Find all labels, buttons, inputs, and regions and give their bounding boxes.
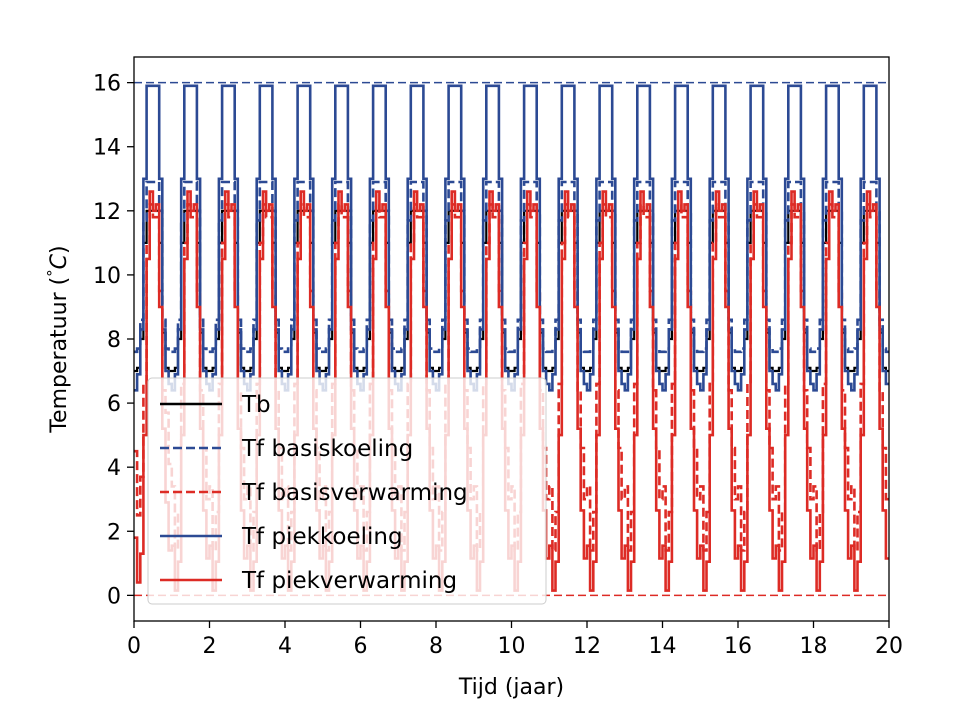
y-tick-label: 8 bbox=[107, 328, 121, 353]
y-tick-label: 6 bbox=[107, 392, 121, 417]
y-tick-label: 12 bbox=[93, 200, 121, 225]
x-tick-label: 16 bbox=[724, 634, 752, 659]
y-axis-label-degree: ° bbox=[44, 269, 62, 277]
y-tick-label: 14 bbox=[93, 136, 121, 161]
x-tick-label: 14 bbox=[649, 634, 677, 659]
y-tick-label: 16 bbox=[93, 72, 121, 97]
y-axis-label-close: ) bbox=[47, 245, 72, 254]
x-axis: 0 2 4 6 8 10 12 14 16 18 20 bbox=[127, 621, 903, 659]
legend-label: Tf basisverwarming bbox=[241, 480, 468, 506]
y-axis-label: Temperatuur (°C) bbox=[44, 245, 72, 433]
legend-label: Tf basiskoeling bbox=[241, 436, 413, 462]
x-tick-label: 10 bbox=[498, 634, 526, 659]
legend-label: Tf piekkoeling bbox=[241, 524, 403, 550]
x-tick-label: 12 bbox=[573, 634, 601, 659]
series-line bbox=[134, 209, 889, 373]
y-axis: 0 2 4 6 8 10 12 14 16 bbox=[93, 72, 134, 609]
x-tick-label: 4 bbox=[278, 634, 292, 659]
legend-label: Tf piekverwarming bbox=[241, 568, 457, 594]
legend-label: Tb bbox=[241, 392, 271, 418]
x-axis-label: Tijd (jaar) bbox=[458, 675, 564, 700]
x-tick-label: 8 bbox=[429, 634, 443, 659]
legend: Tb Tf basiskoeling Tf basisverwarming Tf pi… bbox=[147, 377, 547, 605]
series-line bbox=[134, 84, 889, 392]
x-tick-label: 2 bbox=[203, 634, 217, 659]
x-tick-label: 6 bbox=[354, 634, 368, 659]
x-tick-label: 18 bbox=[800, 634, 828, 659]
x-tick-label: 0 bbox=[127, 634, 141, 659]
y-axis-label-main: Temperatuur ( bbox=[47, 277, 72, 434]
y-axis-label-unit: C bbox=[47, 253, 72, 269]
legend-box bbox=[147, 377, 547, 605]
series-line bbox=[134, 180, 889, 354]
y-tick-label: 10 bbox=[93, 264, 121, 289]
x-tick-label: 20 bbox=[875, 634, 903, 659]
y-tick-label: 4 bbox=[107, 456, 121, 481]
y-tick-label: 0 bbox=[107, 584, 121, 609]
y-tick-label: 2 bbox=[107, 520, 121, 545]
